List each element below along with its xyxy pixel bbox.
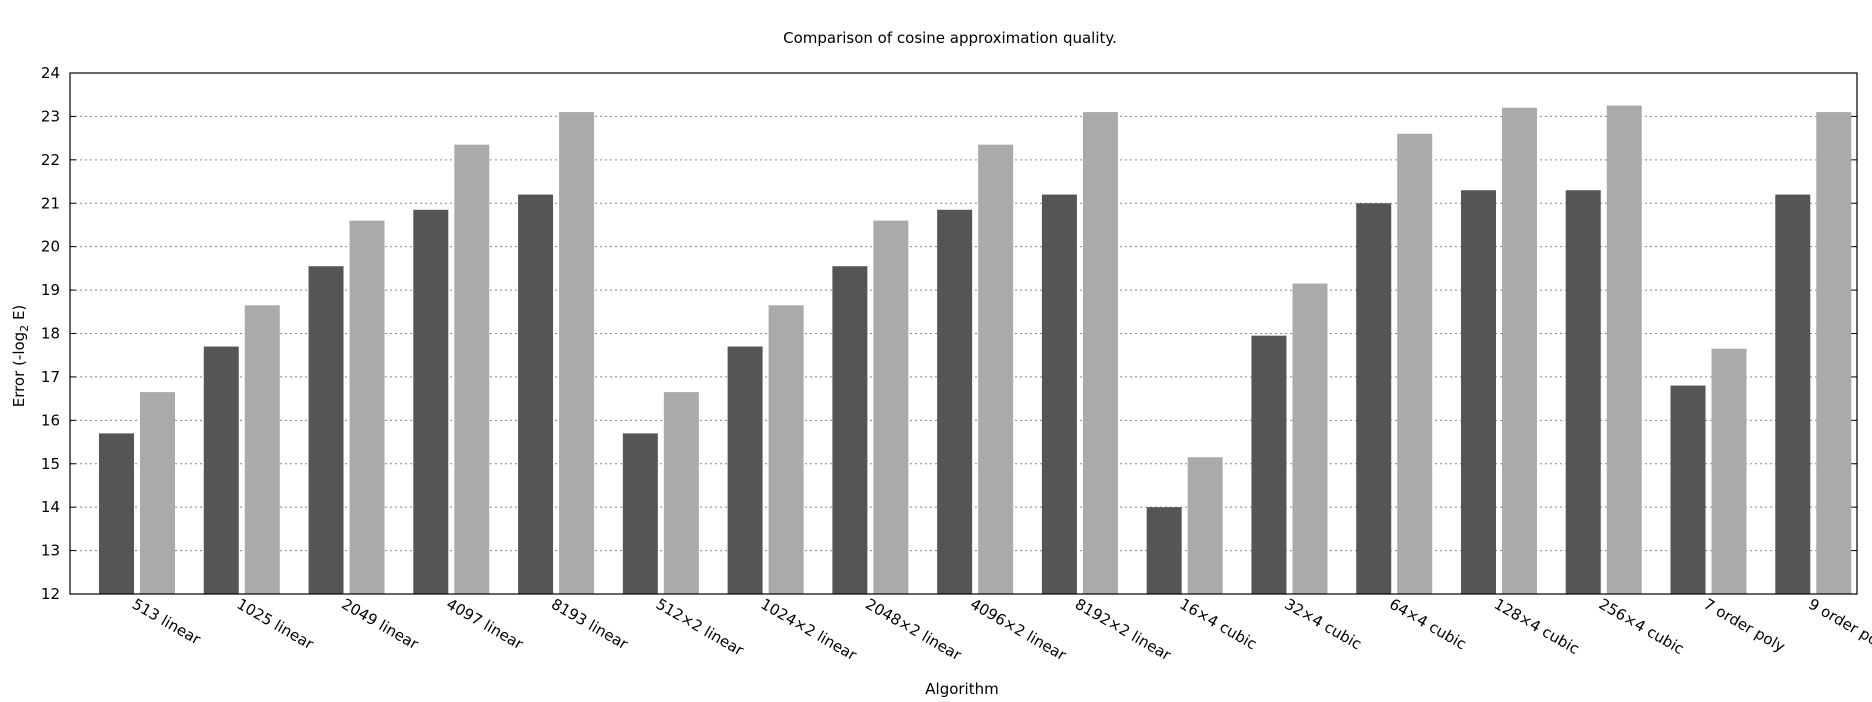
- bar-series2-0: [140, 392, 175, 594]
- bar-series2-2: [349, 220, 385, 594]
- bar-series1-7: [832, 266, 868, 594]
- x-tick-label: 512×2 linear: [653, 595, 748, 660]
- bar-series1-6: [727, 346, 763, 594]
- y-tick-label: 22: [41, 151, 60, 169]
- x-tick-label: 9 order poly: [1805, 595, 1872, 656]
- x-tick-label: 16×4 cubic: [1177, 595, 1260, 653]
- y-axis-label: Error (-log2 E): [10, 305, 31, 408]
- x-tick-label: 2049 linear: [339, 595, 423, 654]
- x-tick-label: 8192×2 linear: [1072, 595, 1175, 665]
- bar-series1-1: [203, 346, 239, 594]
- y-axis-label-prefix: Error (-log: [10, 332, 28, 407]
- x-tick-label: 32×4 cubic: [1281, 595, 1364, 653]
- x-tick-label: 4097 linear: [443, 595, 527, 654]
- y-axis-label-subscript: 2: [18, 325, 31, 332]
- bar-series2-8: [978, 144, 1014, 594]
- bar-series2-3: [454, 144, 490, 594]
- bar-series1-13: [1460, 190, 1496, 594]
- bar-series2-7: [873, 220, 909, 594]
- bar-series1-5: [622, 433, 658, 594]
- x-tick-label: 1025 linear: [234, 595, 318, 654]
- bar-series1-10: [1146, 507, 1182, 594]
- y-tick-label: 15: [41, 455, 60, 473]
- x-tick-label: 7 order poly: [1701, 595, 1789, 656]
- bar-series2-10: [1187, 457, 1223, 594]
- bar-series1-14: [1565, 190, 1601, 594]
- bar-series2-15: [1711, 348, 1747, 594]
- y-tick-label: 20: [41, 238, 60, 256]
- y-tick-label: 19: [41, 281, 60, 299]
- y-tick-label: 21: [41, 194, 60, 212]
- bar-series2-16: [1816, 112, 1852, 594]
- y-tick-label: 13: [41, 542, 60, 560]
- y-tick-labels: 12 13 14 15 16 17 18 19 20 21 22 23 24: [41, 64, 60, 603]
- x-tick-label: 128×4 cubic: [1491, 595, 1582, 658]
- bar-series1-9: [1041, 194, 1077, 595]
- x-tick-label: 256×4 cubic: [1596, 595, 1687, 658]
- bar-series2-9: [1082, 112, 1118, 594]
- bar-series1-4: [518, 194, 554, 595]
- bar-series1-0: [99, 433, 134, 594]
- bar-series2-12: [1397, 133, 1433, 595]
- chart-title: Comparison of cosine approximation quali…: [783, 29, 1117, 47]
- bar-series1-16: [1775, 194, 1811, 595]
- x-tick-labels: 513 linear 1025 linear 2049 linear 4097 lin…: [129, 595, 1872, 665]
- bar-series2-11: [1292, 283, 1328, 594]
- y-tick-label: 23: [41, 107, 60, 125]
- y-axis-label-suffix: E): [10, 305, 28, 325]
- bar-series1-12: [1356, 203, 1392, 594]
- x-tick-label: 64×4 cubic: [1386, 595, 1469, 653]
- x-tick-label: 8193 linear: [548, 595, 632, 654]
- bar-series1-8: [937, 209, 973, 594]
- y-tick-label: 17: [41, 368, 60, 386]
- x-tick-label: 2048×2 linear: [862, 595, 965, 665]
- y-tick-label: 24: [41, 64, 60, 82]
- bar-series2-1: [244, 305, 280, 594]
- bar-series2-4: [559, 112, 595, 594]
- x-tick-label: 4096×2 linear: [967, 595, 1070, 665]
- bar-series2-6: [768, 305, 804, 594]
- y-tick-label: 18: [41, 325, 60, 343]
- bar-series1-3: [413, 209, 449, 594]
- bar-series2-14: [1606, 105, 1642, 594]
- bar-series2-13: [1501, 107, 1537, 594]
- plot-frame: [69, 72, 1858, 595]
- x-axis-label: Algorithm: [925, 680, 998, 698]
- bar-series1-11: [1251, 335, 1287, 594]
- bar-series2-5: [663, 392, 699, 594]
- x-tick-label: 1024×2 linear: [758, 595, 861, 665]
- y-tick-label: 14: [41, 498, 60, 516]
- bars-layer: [99, 105, 1852, 595]
- x-tick-label: 513 linear: [129, 595, 204, 649]
- y-tick-label: 16: [41, 411, 60, 429]
- bar-series1-15: [1670, 385, 1706, 594]
- bar-series1-2: [308, 266, 344, 594]
- y-tick-label: 12: [41, 585, 60, 603]
